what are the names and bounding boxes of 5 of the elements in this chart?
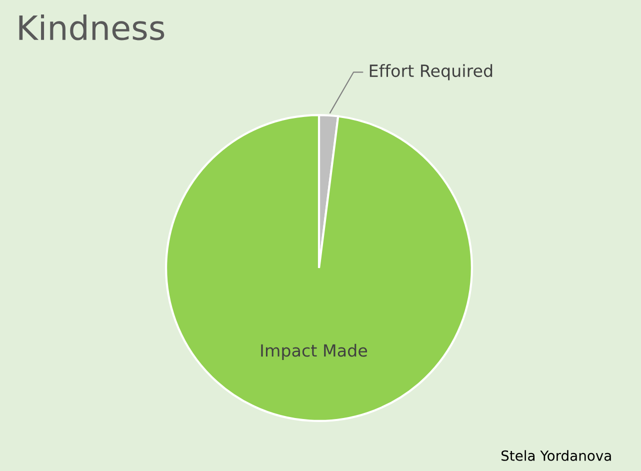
slice-label: Effort Required: [370, 64, 492, 80]
chart-title: Kindness: [19, 14, 164, 40]
text: Stela Yordanova: [502, 450, 611, 461]
slice-label: Impact Made: [261, 344, 368, 360]
pie-slice: [165, 114, 473, 422]
